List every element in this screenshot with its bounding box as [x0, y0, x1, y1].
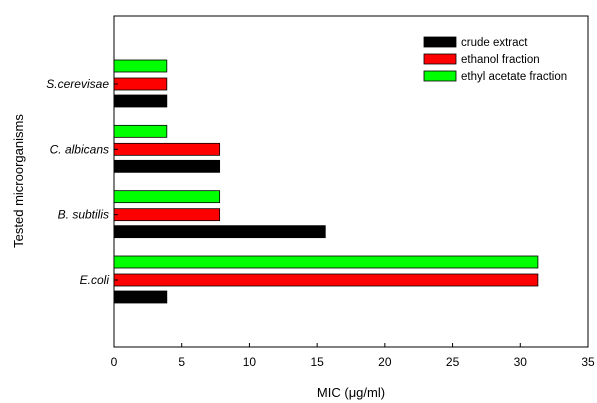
y-category-label-c-albicans: C. albicans: [50, 142, 109, 156]
bar-ethyl-acetate-fraction-s-cerevisae: [113, 59, 168, 73]
bar-ethyl-acetate-fraction-c-albicans: [113, 124, 168, 138]
legend-swatch-crude-extract: [423, 36, 457, 48]
x-tick-label: 0: [111, 355, 118, 369]
legend-label-ethyl-acetate-fraction: ethyl acetate fraction: [461, 71, 567, 83]
legend-swatch-ethanol-fraction: [423, 53, 457, 65]
x-axis-title: MIC (μg/ml): [317, 385, 385, 400]
bars-group: [113, 59, 539, 304]
bar-crude-extract-c-albicans: [113, 159, 221, 173]
legend-label-ethanol-fraction: ethanol fraction: [461, 54, 540, 66]
bar-crude-extract-e-coli: [113, 290, 168, 304]
bar-ethanol-fraction-c-albicans: [113, 142, 221, 156]
y-category-label-b-subtilis: B. subtilis: [58, 208, 109, 222]
x-tick-label: 15: [310, 355, 324, 369]
y-axis-title: Tested microorganisms: [11, 114, 26, 248]
bar-ethyl-acetate-fraction-b-subtilis: [113, 190, 221, 204]
bar-ethanol-fraction-s-cerevisae: [113, 77, 168, 91]
legend: crude extract ethanol fraction ethyl aceta…: [423, 36, 567, 83]
bar-ethanol-fraction-e-coli: [113, 273, 539, 287]
x-tick-label: 25: [446, 355, 460, 369]
bar-ethanol-fraction-b-subtilis: [113, 208, 221, 222]
x-tick-label: 30: [514, 355, 528, 369]
x-tick-label: 5: [178, 355, 185, 369]
y-axis: E.coli B. subtilis C. albicans S.cerevisae: [46, 77, 118, 287]
bar-crude-extract-s-cerevisae: [113, 94, 168, 108]
legend-swatch-ethyl-acetate-fraction: [423, 70, 457, 82]
bar-crude-extract-b-subtilis: [113, 225, 326, 239]
x-tick-label: 35: [581, 355, 595, 369]
x-tick-label: 10: [243, 355, 257, 369]
x-tick-label: 20: [378, 355, 392, 369]
x-axis: 0 5 10 15 20 25 30 35: [111, 343, 595, 369]
y-category-label-e-coli: E.coli: [80, 273, 110, 287]
bar-ethyl-acetate-fraction-e-coli: [113, 255, 539, 269]
plot-frame: [113, 15, 589, 348]
y-category-label-s-cerevisae: S.cerevisae: [46, 77, 109, 91]
legend-label-crude-extract: crude extract: [461, 37, 528, 49]
